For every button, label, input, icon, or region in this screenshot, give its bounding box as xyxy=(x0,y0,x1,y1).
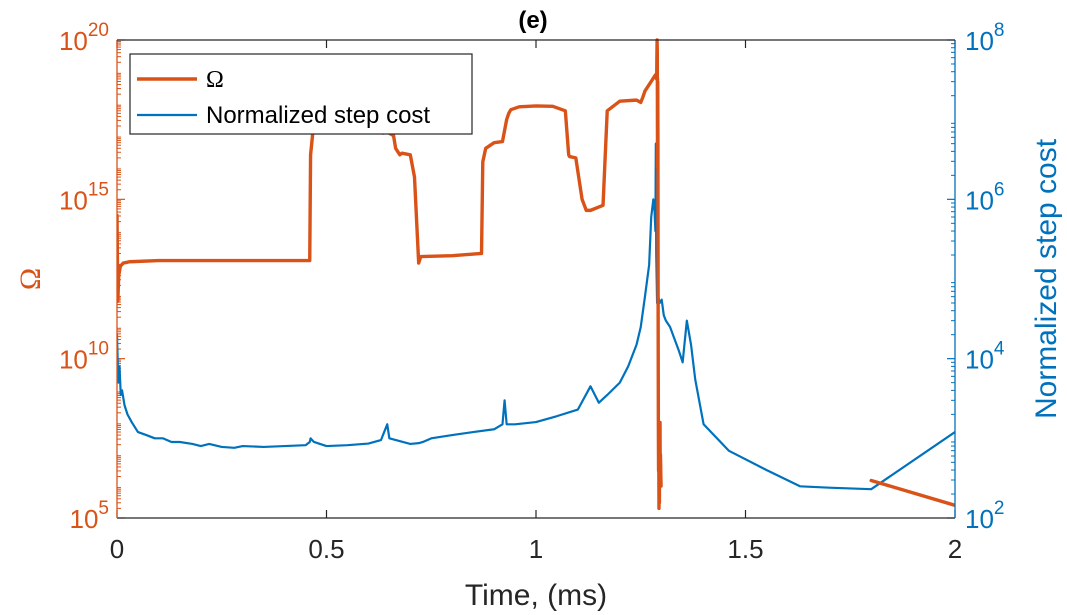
right-tick-exponent: 6 xyxy=(994,179,1005,200)
x-axis-ticks: 0 0.5 1 1.5 2 xyxy=(110,40,962,564)
legend-label-omega: Ω xyxy=(206,67,224,93)
right-tick-base: 10 xyxy=(965,504,994,534)
right-tick-exponent: 8 xyxy=(994,20,1005,41)
left-tick-label: 1020 xyxy=(59,20,109,56)
right-tick-exponent: 2 xyxy=(994,498,1005,519)
x-axis-label: Time, (ms) xyxy=(465,579,607,612)
left-tick-exponent: 10 xyxy=(88,339,109,360)
x-tick-label: 1.5 xyxy=(727,534,763,564)
right-tick-label: 102 xyxy=(965,498,1005,534)
left-tick-base: 10 xyxy=(59,26,88,56)
right-tick-base: 10 xyxy=(965,185,994,215)
right-tick-base: 10 xyxy=(965,26,994,56)
left-tick-label: 1010 xyxy=(59,339,109,375)
chart-title: (e) xyxy=(518,7,547,34)
right-tick-base: 10 xyxy=(965,345,994,375)
series-line-cost-segment-0 xyxy=(117,142,955,491)
left-tick-exponent: 20 xyxy=(88,20,109,41)
right-axis-label: Normalized step cost xyxy=(1030,138,1063,419)
left-tick-exponent: 5 xyxy=(98,498,109,519)
left-tick-exponent: 15 xyxy=(88,179,109,200)
right-tick-label: 104 xyxy=(965,339,1005,375)
x-tick-label: 0.5 xyxy=(308,534,344,564)
left-tick-label: 105 xyxy=(70,498,110,534)
legend-box xyxy=(129,53,473,135)
series-line-omega-segment-2 xyxy=(869,478,955,508)
legend-label-cost: Normalized step cost xyxy=(206,102,430,129)
x-tick-label: 2 xyxy=(948,534,962,564)
series-line-omega-segment-1 xyxy=(654,38,663,511)
series-line-omega-segment-0 xyxy=(117,73,660,304)
left-tick-base: 10 xyxy=(70,504,99,534)
x-tick-label: 0 xyxy=(110,534,124,564)
right-tick-exponent: 4 xyxy=(994,339,1005,360)
x-tick-label: 1 xyxy=(529,534,543,564)
left-tick-base: 10 xyxy=(59,345,88,375)
left-axis-label: Ω xyxy=(14,268,47,290)
series-layer xyxy=(117,38,955,511)
legend: Ω Normalized step cost xyxy=(129,53,473,135)
right-tick-label: 106 xyxy=(965,179,1005,215)
left-tick-label: 1015 xyxy=(59,179,109,215)
left-tick-base: 10 xyxy=(59,185,88,215)
right-tick-label: 108 xyxy=(965,20,1005,56)
